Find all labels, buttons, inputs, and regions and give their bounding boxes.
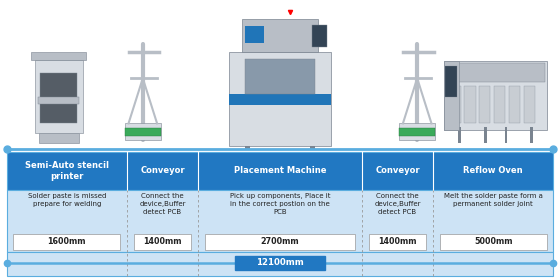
Text: Reflow Oven: Reflow Oven	[463, 166, 523, 175]
Text: Melt the solder paste form a
permanent solder joint: Melt the solder paste form a permanent s…	[444, 193, 543, 206]
FancyBboxPatch shape	[245, 146, 250, 150]
FancyBboxPatch shape	[399, 128, 435, 136]
Text: Connect the
device,Buffer
detect PCB: Connect the device,Buffer detect PCB	[374, 193, 421, 215]
Text: Conveyor: Conveyor	[375, 166, 420, 175]
FancyBboxPatch shape	[39, 97, 79, 104]
FancyBboxPatch shape	[35, 60, 83, 133]
FancyBboxPatch shape	[479, 86, 491, 123]
Text: Connect the
device,Buffer
detect PCB: Connect the device,Buffer detect PCB	[139, 193, 186, 215]
FancyBboxPatch shape	[134, 234, 192, 250]
FancyBboxPatch shape	[230, 94, 330, 105]
FancyBboxPatch shape	[524, 86, 535, 123]
FancyBboxPatch shape	[368, 234, 426, 250]
FancyBboxPatch shape	[245, 59, 315, 94]
FancyBboxPatch shape	[444, 61, 547, 130]
Text: Solder paste is missed
prepare for welding: Solder paste is missed prepare for weldi…	[27, 193, 106, 206]
FancyBboxPatch shape	[7, 252, 553, 276]
FancyBboxPatch shape	[399, 123, 435, 140]
FancyBboxPatch shape	[464, 86, 475, 123]
FancyBboxPatch shape	[312, 25, 326, 47]
Text: Pick up components, Place it
in the correct postion on the
PCB: Pick up components, Place it in the corr…	[230, 193, 330, 215]
FancyBboxPatch shape	[494, 86, 505, 123]
Text: Conveyor: Conveyor	[140, 166, 185, 175]
Text: 12100mm: 12100mm	[256, 258, 304, 268]
FancyBboxPatch shape	[205, 234, 355, 250]
Text: Placement Machine: Placement Machine	[234, 166, 326, 175]
FancyBboxPatch shape	[31, 52, 86, 60]
FancyBboxPatch shape	[444, 61, 459, 130]
FancyBboxPatch shape	[7, 152, 553, 190]
FancyBboxPatch shape	[458, 127, 461, 143]
FancyBboxPatch shape	[505, 127, 507, 143]
FancyBboxPatch shape	[484, 127, 487, 143]
FancyBboxPatch shape	[530, 127, 533, 143]
FancyBboxPatch shape	[7, 190, 553, 252]
FancyBboxPatch shape	[509, 86, 520, 123]
FancyBboxPatch shape	[242, 19, 318, 52]
Text: 5000mm: 5000mm	[474, 237, 512, 246]
FancyBboxPatch shape	[245, 26, 264, 43]
Text: 1400mm: 1400mm	[378, 237, 417, 246]
FancyBboxPatch shape	[449, 86, 460, 123]
FancyBboxPatch shape	[125, 123, 161, 140]
FancyBboxPatch shape	[13, 234, 120, 250]
FancyBboxPatch shape	[310, 146, 315, 150]
FancyBboxPatch shape	[446, 63, 545, 82]
FancyBboxPatch shape	[125, 128, 161, 136]
FancyBboxPatch shape	[40, 73, 77, 123]
FancyBboxPatch shape	[445, 66, 458, 97]
Text: 1400mm: 1400mm	[143, 237, 182, 246]
Text: 1600mm: 1600mm	[48, 237, 86, 246]
Text: Semi-Auto stencil
printer: Semi-Auto stencil printer	[25, 161, 109, 181]
FancyBboxPatch shape	[39, 133, 79, 143]
FancyBboxPatch shape	[235, 256, 325, 270]
Text: 2700mm: 2700mm	[261, 237, 299, 246]
FancyBboxPatch shape	[440, 234, 547, 250]
FancyBboxPatch shape	[230, 52, 330, 146]
